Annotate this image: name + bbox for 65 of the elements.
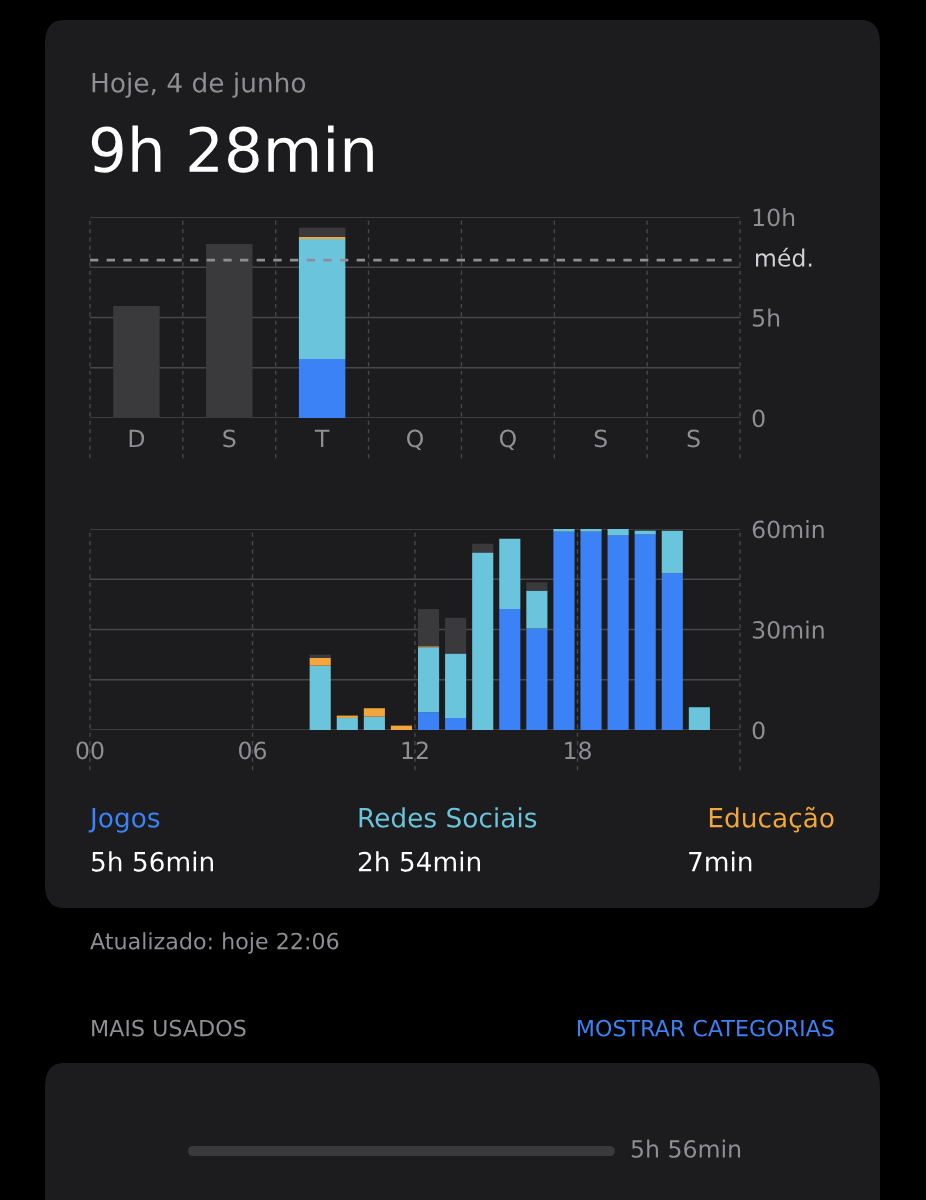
text: MAIS USADOS xyxy=(92,1019,246,1037)
bar xyxy=(580,529,602,532)
x-tick-label: S xyxy=(594,429,607,448)
x-tick-label: 12 xyxy=(402,741,428,760)
x-tick-label: Q xyxy=(499,429,516,451)
text: 7min xyxy=(689,851,752,872)
bar xyxy=(688,707,710,730)
y-tick-label: 60min xyxy=(752,520,824,539)
bar xyxy=(298,239,346,360)
text: Educação xyxy=(709,806,834,833)
bar xyxy=(499,609,521,730)
bar xyxy=(445,617,467,654)
bar xyxy=(661,530,683,574)
y-tick-label: 10h xyxy=(753,208,795,227)
text: Atualizado: hoje 22:06 xyxy=(90,932,339,954)
bar xyxy=(607,529,629,536)
text: 2h 54min xyxy=(358,851,480,872)
bar xyxy=(309,657,331,666)
text: Redes Sociais xyxy=(359,807,537,828)
y-tick-label: 5h xyxy=(752,308,780,327)
text: Jogos xyxy=(88,808,160,833)
bar xyxy=(580,531,602,730)
x-tick-label: 18 xyxy=(565,741,591,760)
bar xyxy=(309,665,331,730)
bar xyxy=(499,538,521,610)
bar xyxy=(634,534,656,730)
bar xyxy=(526,582,548,591)
bar xyxy=(298,227,346,238)
text: MOSTRAR CATEGORIAS xyxy=(577,1019,834,1037)
bar xyxy=(526,590,548,629)
text: 5h 56min xyxy=(92,851,213,872)
bar xyxy=(417,712,440,730)
y-tick-label: 0 xyxy=(752,721,765,740)
x-tick-label: Q xyxy=(407,429,423,451)
bar xyxy=(417,647,440,713)
bar xyxy=(472,543,494,553)
bar xyxy=(298,237,346,240)
text: 5h 56min xyxy=(631,1139,741,1158)
chart-subtitle: 9h 28min xyxy=(91,125,373,173)
bar xyxy=(445,717,467,730)
bar xyxy=(336,717,358,730)
y-tick-label: 0 xyxy=(752,409,765,428)
bar xyxy=(298,359,346,418)
bar xyxy=(206,243,253,418)
bar xyxy=(417,609,440,647)
y-tick-label: 30min xyxy=(752,620,824,639)
bar xyxy=(472,552,494,730)
bar xyxy=(553,529,575,532)
bar xyxy=(661,573,683,730)
bar xyxy=(553,531,575,730)
chart-title: Hoje, 4 de junho xyxy=(92,72,306,98)
bar xyxy=(445,653,467,718)
bar xyxy=(113,306,160,418)
x-tick-label: S xyxy=(687,429,700,448)
x-tick-label: 00 xyxy=(76,741,104,760)
x-tick-label: T xyxy=(314,429,330,448)
bar xyxy=(390,725,413,730)
bar xyxy=(607,535,629,730)
x-tick-label: 06 xyxy=(239,741,267,760)
x-tick-label: S xyxy=(223,429,236,448)
bar xyxy=(363,716,385,730)
bar xyxy=(363,708,385,717)
ref-line-label: méd. xyxy=(756,247,812,267)
bar xyxy=(526,628,548,730)
x-tick-label: D xyxy=(129,429,145,448)
